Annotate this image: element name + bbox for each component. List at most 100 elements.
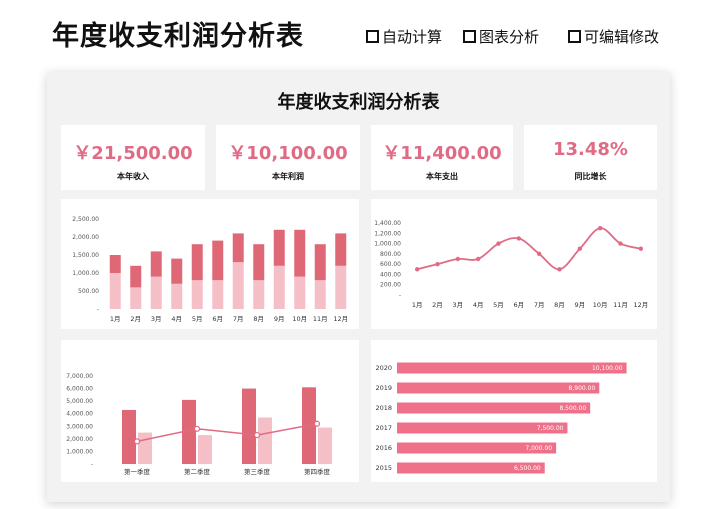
kpi-profit-label: 本年利润 <box>272 172 304 181</box>
y-tick-label: 3,000.00 <box>66 423 93 430</box>
bar-segment-lower <box>212 280 224 309</box>
y-tick-label: 200.00 <box>380 282 401 289</box>
bar-segment-lower <box>150 276 162 309</box>
x-tick-label: 4月 <box>171 315 182 323</box>
data-point <box>414 267 420 272</box>
y-tick-label: - <box>91 461 93 468</box>
y-tick-label: 2018 <box>375 404 392 412</box>
feature-editable: 可编辑修改 <box>568 26 659 47</box>
monthly-line-chart: 1,400.00 1,200.00 1,000.00 800.00 600.00 400.… <box>374 220 648 309</box>
x-tick-label: 9月 <box>575 301 586 309</box>
bar-segment-lower <box>314 280 326 309</box>
x-tick-label: 9月 <box>274 315 285 323</box>
y-tick-label: 6,000.00 <box>66 386 93 393</box>
dashboard-panel: 年度收支利润分析表 ￥21,500.00 本年收入 ￥10,100.00 本年利… <box>47 72 670 502</box>
bar-segment-upper <box>335 233 347 266</box>
x-tick-label: 2月 <box>130 315 141 323</box>
data-point <box>455 256 461 262</box>
kpi-expense-value: ￥11,400.00 <box>382 143 502 164</box>
kpi-growth-label: 同比增长 <box>574 172 607 181</box>
x-tick-label: 第二季度 <box>184 467 211 476</box>
bar-segment-upper <box>253 244 265 281</box>
y-tick-label: 2,000.00 <box>72 234 99 241</box>
bar <box>397 462 545 474</box>
kpi-profit-card: ￥10,100.00 本年利润 <box>216 125 360 190</box>
y-tick-label: 5,000.00 <box>66 398 93 405</box>
x-tick-label: 11月 <box>613 301 628 309</box>
x-tick-label: 6月 <box>212 315 223 323</box>
y-tick-label: - <box>399 292 401 299</box>
x-tick-label: 5月 <box>192 315 203 323</box>
bar-segment-upper <box>232 233 244 263</box>
x-tick-label: 5月 <box>493 301 504 309</box>
series-line <box>136 423 318 443</box>
kpi-expense-label: 本年支出 <box>426 172 458 181</box>
bar-segment-upper <box>212 240 224 281</box>
y-tick-label: 1,000.00 <box>66 448 93 455</box>
data-label: 6,500.00 <box>514 465 541 472</box>
series-line <box>416 227 642 271</box>
data-point <box>597 225 603 231</box>
y-tick-label: 1,000.00 <box>374 241 401 248</box>
data-point <box>557 267 562 272</box>
quarterly-combo-chart: 7,000.00 6,000.00 5,000.00 4,000.00 3,000.00… <box>66 373 332 476</box>
bar-series-2 <box>138 432 152 464</box>
bar-segment-upper <box>294 229 306 277</box>
y-tick-label: 2020 <box>375 364 392 372</box>
dashboard-title: 年度收支利润分析表 <box>277 92 440 113</box>
y-tick-label: 2,000.00 <box>66 436 93 443</box>
data-point <box>638 246 644 251</box>
kpi-growth-value: 13.48% <box>553 139 628 160</box>
feature-chart-analysis: 图表分析 <box>463 26 539 47</box>
bar <box>397 362 627 374</box>
bar-series-2 <box>198 435 212 464</box>
data-point <box>536 251 542 257</box>
x-tick-label: 第一季度 <box>124 467 151 476</box>
y-tick-label: 400.00 <box>380 271 401 278</box>
bar-series-1 <box>122 409 136 464</box>
feature-label: 自动计算 <box>382 28 443 46</box>
data-point <box>475 256 481 262</box>
y-tick-label: 2017 <box>375 424 392 432</box>
x-tick-label: 10月 <box>292 315 307 323</box>
data-label: 8,500.00 <box>559 405 586 412</box>
x-tick-label: 第四季度 <box>304 467 331 476</box>
bar-segment-lower <box>109 273 121 309</box>
kpi-expense-card: ￥11,400.00 本年支出 <box>371 125 513 190</box>
data-label: 7,000.00 <box>525 445 552 452</box>
data-point <box>193 425 201 432</box>
bar-segment-lower <box>191 280 203 309</box>
data-point <box>577 246 583 251</box>
feature-label: 图表分析 <box>479 28 540 46</box>
bar-segment-upper <box>191 244 203 281</box>
data-point <box>435 261 440 267</box>
data-label: 7,500.00 <box>537 425 564 432</box>
y-tick-label: 2016 <box>375 444 392 452</box>
y-tick-label: 800.00 <box>380 251 401 258</box>
y-tick-label: 1,200.00 <box>374 230 401 237</box>
x-tick-label: 10月 <box>593 301 608 309</box>
monthly-stacked-chart-card: 2,500.00 2,000.00 1,500.00 1,000.00 500.00 - 1… <box>61 199 359 329</box>
bar-series-2 <box>258 417 272 464</box>
bar-segment-upper <box>273 229 285 266</box>
y-tick-label: 2,500.00 <box>72 216 99 223</box>
bar-segment-upper <box>171 258 183 284</box>
bar <box>397 402 591 414</box>
y-tick-label: 7,000.00 <box>66 373 93 380</box>
bar-segment-lower <box>294 276 306 309</box>
data-label: 8,900.00 <box>569 385 596 392</box>
bar-series-1 <box>182 399 196 464</box>
bar-series-1 <box>242 388 256 464</box>
kpi-profit-value: ￥10,100.00 <box>228 143 348 164</box>
kpi-growth-card: 13.48% 同比增长 <box>524 125 657 190</box>
bar-segment-upper <box>109 255 121 273</box>
feature-auto-calc: 自动计算 <box>366 26 442 47</box>
y-tick-label: 1,500.00 <box>72 252 99 259</box>
bar-segment-lower <box>232 262 244 309</box>
checkbox-icon <box>568 30 581 43</box>
bar-segment-lower <box>335 265 347 309</box>
data-point <box>618 241 623 246</box>
bar-segment-upper <box>314 244 326 281</box>
feature-label: 可编辑修改 <box>584 28 660 46</box>
data-point <box>253 431 261 439</box>
